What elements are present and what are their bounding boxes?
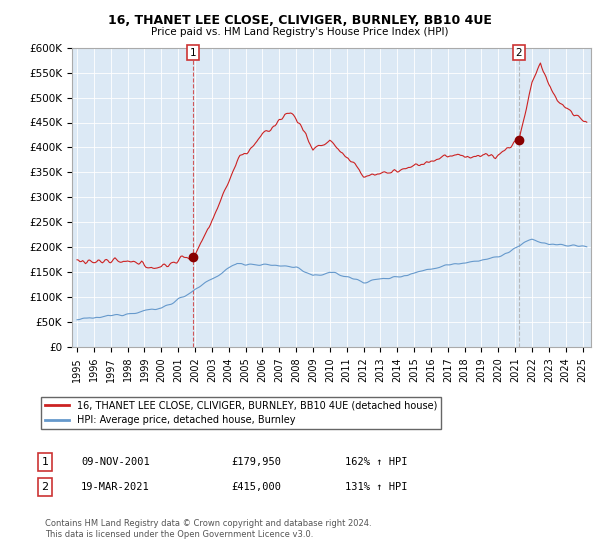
Text: 2: 2 (515, 48, 522, 58)
Text: Contains HM Land Registry data © Crown copyright and database right 2024.
This d: Contains HM Land Registry data © Crown c… (45, 520, 371, 539)
Text: £179,950: £179,950 (231, 457, 281, 467)
Text: £415,000: £415,000 (231, 482, 281, 492)
Text: 16, THANET LEE CLOSE, CLIVIGER, BURNLEY, BB10 4UE: 16, THANET LEE CLOSE, CLIVIGER, BURNLEY,… (108, 14, 492, 27)
Text: 131% ↑ HPI: 131% ↑ HPI (345, 482, 407, 492)
Text: 2: 2 (41, 482, 49, 492)
Text: 19-MAR-2021: 19-MAR-2021 (81, 482, 150, 492)
Text: 162% ↑ HPI: 162% ↑ HPI (345, 457, 407, 467)
Text: Price paid vs. HM Land Registry's House Price Index (HPI): Price paid vs. HM Land Registry's House … (151, 27, 449, 37)
Text: 09-NOV-2001: 09-NOV-2001 (81, 457, 150, 467)
Text: 1: 1 (41, 457, 49, 467)
Legend: 16, THANET LEE CLOSE, CLIVIGER, BURNLEY, BB10 4UE (detached house), HPI: Average: 16, THANET LEE CLOSE, CLIVIGER, BURNLEY,… (41, 396, 441, 429)
Text: 1: 1 (190, 48, 196, 58)
